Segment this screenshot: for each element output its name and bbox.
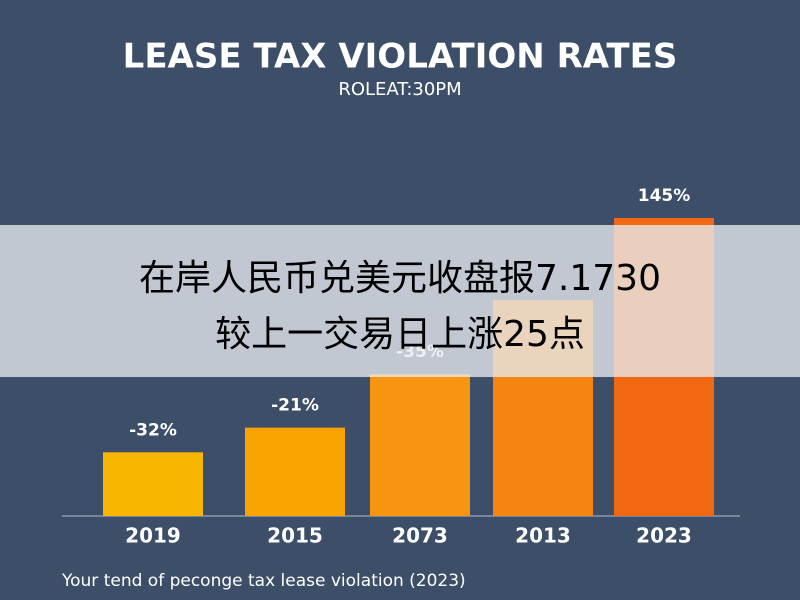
caption: Your tend of peconge tax lease violation… bbox=[61, 571, 466, 591]
x-tick-label: 2013 bbox=[515, 524, 571, 548]
x-tick-label: 2073 bbox=[392, 524, 448, 548]
bar-annotation: -21% bbox=[271, 396, 319, 416]
chart-subtitle: ROLEAT:30PM bbox=[338, 79, 461, 100]
x-tick-label: 2023 bbox=[636, 524, 692, 548]
x-tick-label: 2019 bbox=[125, 524, 181, 548]
overlay-line: 在岸人民币兑美元收盘报7.1730 bbox=[139, 258, 661, 299]
x-tick-label: 2015 bbox=[267, 524, 323, 548]
overlay-line: 较上一交易日上涨25点 bbox=[215, 314, 585, 355]
chart-title: LEASE TAX VIOLATION RATES bbox=[123, 37, 678, 77]
overlay-band bbox=[0, 225, 800, 377]
bar-annotation: 145% bbox=[638, 186, 691, 206]
bar bbox=[370, 374, 470, 516]
bar-annotation: -32% bbox=[129, 420, 177, 440]
bar bbox=[103, 452, 203, 516]
bar bbox=[245, 427, 345, 516]
